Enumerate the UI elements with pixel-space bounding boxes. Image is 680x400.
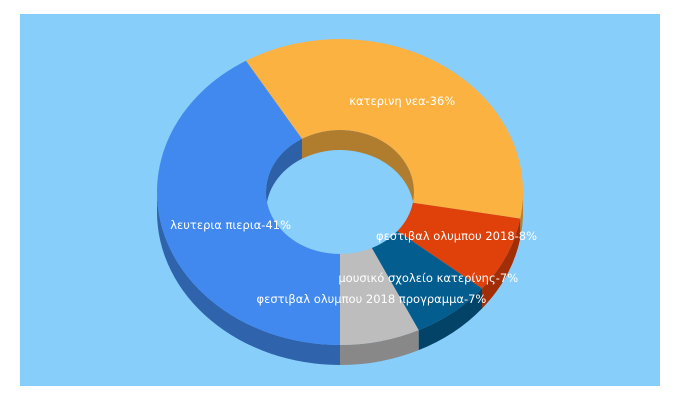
- slice-label-4: φεστιβαλ ολυμπου 2018 προγραμμα-7%: [257, 292, 487, 306]
- slice-label-3: μουσικό σχολείο κατερίνης-7%: [338, 271, 518, 285]
- slice-3[interactable]: [371, 231, 483, 331]
- slice-side-3: [418, 288, 483, 351]
- slice-side-4: [340, 330, 419, 365]
- slice-side-2: [482, 218, 521, 309]
- slice-4[interactable]: [340, 247, 419, 345]
- slice-1[interactable]: [245, 38, 524, 219]
- slice-side-1: [520, 192, 524, 239]
- slice-label-2: φεστιβαλ ολυμπου 2018-8%: [376, 229, 537, 243]
- slice-0[interactable]: [157, 60, 340, 345]
- slice-label-0: λευτερια πιερια-41%: [170, 218, 291, 232]
- slice-inner-wall-1: [301, 129, 414, 212]
- slice-side-0: [157, 192, 340, 365]
- slice-2[interactable]: [397, 202, 521, 289]
- slice-inner-wall-0: [266, 138, 302, 212]
- slice-label-1: κατερινη νεα-36%: [349, 94, 455, 108]
